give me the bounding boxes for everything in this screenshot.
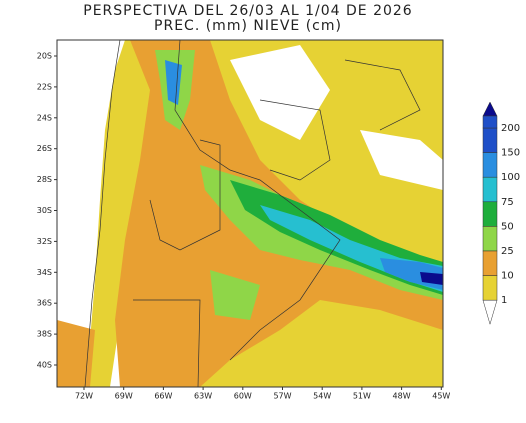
legend-swatch: [482, 127, 498, 153]
lon-label: 72W: [75, 392, 93, 401]
legend-swatch: [482, 176, 498, 203]
map-frame: [56, 39, 444, 388]
map: [56, 39, 444, 388]
lat-label: 20S: [37, 52, 52, 61]
legend-swatch: [482, 115, 498, 129]
orange-area: [57, 320, 95, 387]
lat-label: 34S: [37, 268, 52, 277]
lon-label: 60W: [234, 392, 252, 401]
lon-label: 63W: [194, 392, 212, 401]
legend-swatch: [482, 226, 498, 252]
white-area: [230, 45, 330, 140]
legend-swatch: [482, 201, 498, 227]
green-area: [210, 270, 260, 320]
legend-triangle: [482, 299, 498, 326]
border: [344, 59, 421, 131]
white-area: [57, 40, 125, 387]
lat-label: 32S: [37, 237, 52, 246]
lat-label: 30S: [37, 206, 52, 215]
subtitle: PREC. (mm) NIEVE (cm): [154, 18, 342, 34]
lat-label: 40S: [37, 361, 52, 370]
legend-swatch: [482, 152, 498, 178]
lon-label: 66W: [154, 392, 172, 401]
border: [149, 139, 221, 251]
border: [133, 299, 201, 387]
legend-triangle: [482, 101, 498, 117]
legend-swatch: [482, 250, 498, 276]
lon-label: 54W: [313, 392, 331, 401]
legend-label: 200: [501, 123, 520, 134]
border: [84, 40, 121, 387]
lon-label: 57W: [273, 392, 291, 401]
border: [174, 40, 341, 361]
legend-label: 50: [501, 221, 514, 232]
white-area: [360, 130, 443, 190]
legend-label: 150: [501, 148, 520, 159]
lon-label: 51W: [353, 392, 371, 401]
lat-label: 24S: [37, 113, 52, 122]
legend-label: 25: [501, 246, 514, 257]
lat-label: 38S: [37, 330, 52, 339]
lat-label: 26S: [37, 144, 52, 153]
legend-label: 75: [501, 197, 514, 208]
legend-swatch: [482, 275, 498, 301]
lat-label: 36S: [37, 299, 52, 308]
navy-area: [420, 272, 443, 285]
lon-label: 69W: [115, 392, 133, 401]
lon-label: 45W: [432, 392, 450, 401]
title: PERSPECTIVA DEL 26/03 AL 1/04 DE 2026: [83, 3, 412, 19]
lat-label: 22S: [37, 82, 52, 91]
lat-label: 28S: [37, 175, 52, 184]
legend-label: 100: [501, 172, 520, 183]
border: [259, 99, 331, 181]
legend-label: 10: [501, 271, 514, 282]
lon-label: 48W: [393, 392, 411, 401]
legend-label: 1: [501, 295, 507, 306]
